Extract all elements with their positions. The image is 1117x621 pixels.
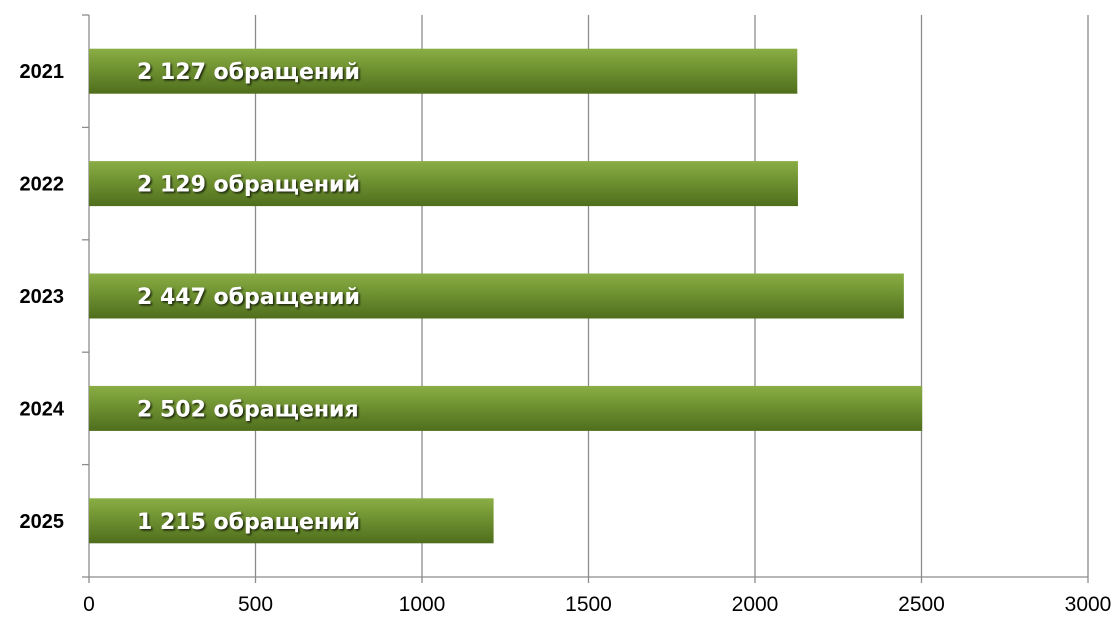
bar-2021 [89, 48, 798, 94]
bar-2024 [89, 385, 923, 431]
y-category-label-2025: 2025 [20, 511, 65, 533]
y-category-label-2021: 2021 [20, 61, 65, 83]
bar-2025 [89, 498, 494, 544]
x-tick-label-3000: 3000 [1065, 593, 1112, 616]
y-category-label-2022: 2022 [20, 174, 65, 196]
labels: 0 500 1000 1500 2000 2500 3000 2021 2 127 обраще… [20, 60, 1112, 616]
data-label-2023: 2 447 обращений [137, 285, 360, 310]
y-category-label-2024: 2024 [20, 398, 65, 420]
x-tick-label-0: 0 [83, 593, 95, 616]
data-label-2021: 2 127 обращений [137, 60, 360, 85]
x-tick-label-1500: 1500 [565, 593, 612, 616]
data-label-2022: 2 129 обращений [137, 173, 360, 198]
data-label-2025: 1 215 обращений [137, 510, 360, 535]
bar-2022 [89, 161, 798, 207]
y-category-label-2023: 2023 [20, 286, 65, 308]
data-label-2024: 2 502 обращения [137, 397, 359, 422]
x-tick-label-1000: 1000 [399, 593, 446, 616]
bars [89, 48, 923, 544]
x-tick-label-2500: 2500 [898, 593, 945, 616]
x-tick-label-2000: 2000 [732, 593, 779, 616]
bar-2023 [89, 273, 904, 319]
x-tick-label-500: 500 [238, 593, 273, 616]
